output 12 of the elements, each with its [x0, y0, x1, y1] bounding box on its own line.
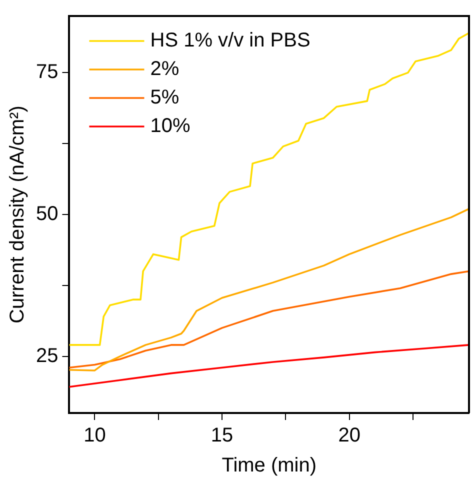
x-tick-label: 20 [338, 424, 360, 447]
y-tick-label: 25 [36, 344, 58, 367]
x-axis-title: Time (min) [222, 454, 317, 477]
x-tick-label: 10 [84, 424, 106, 447]
x-tick-label: 15 [210, 424, 234, 447]
legend-label: HS 1% v/v in PBS [150, 30, 310, 52]
y-tick-label: 50 [36, 203, 58, 226]
y-tick-label: 75 [36, 61, 58, 84]
legend-label: 5% [150, 86, 180, 109]
y-axis-title: Current density (nA/cm²) [6, 106, 29, 324]
legend-label: 10% [150, 115, 190, 138]
legend-label: 2% [150, 58, 180, 80]
